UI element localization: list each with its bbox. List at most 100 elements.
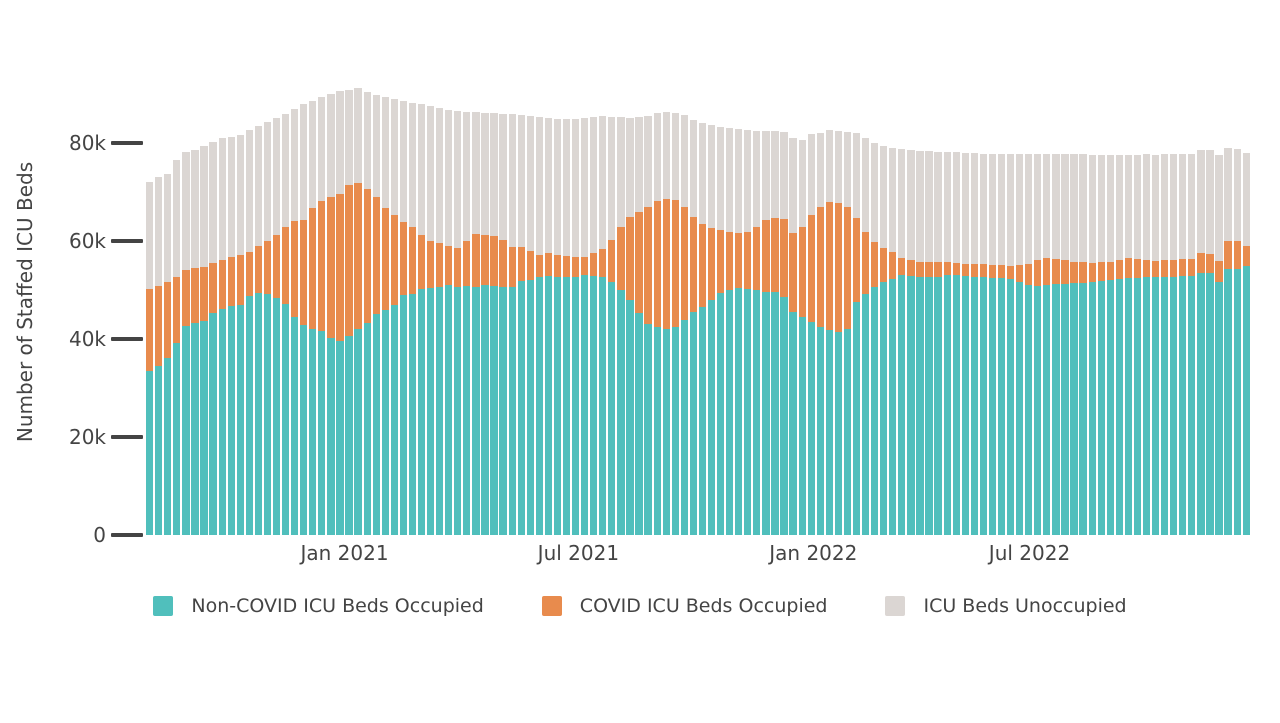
bar-segment-non-covid-icu-beds-occupied[interactable] bbox=[436, 286, 444, 535]
bar-week-80[interactable] bbox=[871, 69, 879, 535]
bar-week-47[interactable] bbox=[571, 69, 580, 535]
bar-segment-covid-icu-beds-occupied[interactable] bbox=[218, 259, 226, 310]
bar-week-103[interactable] bbox=[1079, 69, 1087, 535]
bar-segment-covid-icu-beds-occupied[interactable] bbox=[680, 206, 688, 321]
bar-segment-covid-icu-beds-occupied[interactable] bbox=[372, 197, 380, 315]
bar-segment-icu-beds-unoccupied[interactable] bbox=[979, 153, 988, 265]
bar-week-42[interactable] bbox=[526, 69, 534, 535]
bar-segment-non-covid-icu-beds-occupied[interactable] bbox=[798, 316, 806, 535]
bar-segment-non-covid-icu-beds-occupied[interactable] bbox=[526, 279, 534, 535]
bar-segment-covid-icu-beds-occupied[interactable] bbox=[445, 245, 453, 285]
bar-segment-icu-beds-unoccupied[interactable] bbox=[200, 145, 208, 268]
bar-segment-covid-icu-beds-occupied[interactable] bbox=[399, 222, 408, 295]
bar-segment-covid-icu-beds-occupied[interactable] bbox=[454, 248, 462, 287]
bar-segment-non-covid-icu-beds-occupied[interactable] bbox=[590, 276, 598, 535]
bar-segment-non-covid-icu-beds-occupied[interactable] bbox=[363, 322, 371, 535]
bar-week-98[interactable] bbox=[1034, 69, 1042, 535]
bar-segment-non-covid-icu-beds-occupied[interactable] bbox=[671, 326, 679, 535]
bar-segment-non-covid-icu-beds-occupied[interactable] bbox=[164, 357, 172, 535]
bar-segment-covid-icu-beds-occupied[interactable] bbox=[1242, 245, 1250, 266]
bar-segment-non-covid-icu-beds-occupied[interactable] bbox=[1215, 282, 1223, 535]
bar-segment-icu-beds-unoccupied[interactable] bbox=[1052, 153, 1060, 259]
bar-segment-icu-beds-unoccupied[interactable] bbox=[1215, 154, 1223, 261]
bar-segment-non-covid-icu-beds-occupied[interactable] bbox=[1115, 279, 1123, 535]
bar-week-26[interactable] bbox=[381, 69, 389, 535]
bar-week-81[interactable] bbox=[880, 69, 888, 535]
bar-segment-non-covid-icu-beds-occupied[interactable] bbox=[245, 295, 253, 535]
bar-segment-icu-beds-unoccupied[interactable] bbox=[861, 138, 870, 232]
bar-segment-covid-icu-beds-occupied[interactable] bbox=[336, 194, 344, 341]
bar-segment-non-covid-icu-beds-occupied[interactable] bbox=[417, 289, 426, 535]
bar-segment-covid-icu-beds-occupied[interactable] bbox=[943, 262, 951, 276]
bar-segment-icu-beds-unoccupied[interactable] bbox=[1133, 154, 1142, 259]
bar-week-29[interactable] bbox=[408, 69, 417, 535]
bar-segment-covid-icu-beds-occupied[interactable] bbox=[925, 262, 933, 277]
bar-segment-covid-icu-beds-occupied[interactable] bbox=[825, 201, 833, 330]
bar-segment-covid-icu-beds-occupied[interactable] bbox=[1206, 253, 1214, 273]
bar-week-86[interactable] bbox=[925, 69, 933, 535]
bar-segment-icu-beds-unoccupied[interactable] bbox=[961, 153, 969, 265]
bar-segment-covid-icu-beds-occupied[interactable] bbox=[164, 282, 172, 358]
bar-segment-non-covid-icu-beds-occupied[interactable] bbox=[716, 293, 725, 535]
bar-week-66[interactable] bbox=[744, 69, 752, 535]
bar-segment-non-covid-icu-beds-occupied[interactable] bbox=[1151, 277, 1160, 535]
bar-segment-icu-beds-unoccupied[interactable] bbox=[617, 117, 625, 227]
bar-segment-covid-icu-beds-occupied[interactable] bbox=[508, 247, 516, 288]
bar-segment-non-covid-icu-beds-occupied[interactable] bbox=[753, 290, 761, 535]
bar-segment-covid-icu-beds-occupied[interactable] bbox=[281, 226, 290, 305]
bar-week-87[interactable] bbox=[934, 69, 942, 535]
bar-segment-non-covid-icu-beds-occupied[interactable] bbox=[1070, 283, 1078, 535]
bar-week-102[interactable] bbox=[1070, 69, 1078, 535]
bar-week-31[interactable] bbox=[426, 69, 435, 535]
bar-segment-non-covid-icu-beds-occupied[interactable] bbox=[997, 278, 1006, 535]
bar-segment-non-covid-icu-beds-occupied[interactable] bbox=[272, 297, 281, 535]
bar-segment-icu-beds-unoccupied[interactable] bbox=[1043, 153, 1051, 259]
bar-segment-icu-beds-unoccupied[interactable] bbox=[698, 123, 707, 224]
bar-segment-covid-icu-beds-occupied[interactable] bbox=[1034, 259, 1042, 286]
bar-segment-covid-icu-beds-occupied[interactable] bbox=[916, 261, 924, 277]
bar-segment-non-covid-icu-beds-occupied[interactable] bbox=[372, 314, 380, 535]
bar-segment-covid-icu-beds-occupied[interactable] bbox=[1016, 265, 1024, 283]
bar-segment-icu-beds-unoccupied[interactable] bbox=[880, 145, 888, 248]
bar-segment-covid-icu-beds-occupied[interactable] bbox=[662, 198, 670, 329]
bar-week-92[interactable] bbox=[979, 69, 988, 535]
bar-segment-icu-beds-unoccupied[interactable] bbox=[263, 121, 272, 241]
bar-segment-covid-icu-beds-occupied[interactable] bbox=[934, 261, 942, 277]
bar-segment-icu-beds-unoccupied[interactable] bbox=[1242, 153, 1250, 246]
bar-week-15[interactable] bbox=[281, 69, 290, 535]
bar-segment-covid-icu-beds-occupied[interactable] bbox=[1106, 261, 1114, 281]
bar-segment-covid-icu-beds-occupied[interactable] bbox=[363, 189, 371, 323]
bar-segment-covid-icu-beds-occupied[interactable] bbox=[816, 206, 824, 327]
bar-segment-covid-icu-beds-occupied[interactable] bbox=[526, 250, 534, 280]
bar-segment-covid-icu-beds-occupied[interactable] bbox=[608, 240, 616, 282]
bar-segment-icu-beds-unoccupied[interactable] bbox=[590, 116, 598, 254]
bar-segment-icu-beds-unoccupied[interactable] bbox=[327, 93, 335, 198]
bar-segment-covid-icu-beds-occupied[interactable] bbox=[1088, 263, 1096, 282]
bar-segment-icu-beds-unoccupied[interactable] bbox=[798, 140, 806, 227]
bar-segment-covid-icu-beds-occupied[interactable] bbox=[481, 235, 489, 285]
bar-week-70[interactable] bbox=[780, 69, 788, 535]
bar-segment-icu-beds-unoccupied[interactable] bbox=[146, 182, 154, 290]
bar-segment-non-covid-icu-beds-occupied[interactable] bbox=[182, 326, 190, 535]
bar-segment-non-covid-icu-beds-occupied[interactable] bbox=[825, 329, 833, 535]
bar-segment-covid-icu-beds-occupied[interactable] bbox=[635, 211, 643, 314]
bar-segment-non-covid-icu-beds-occupied[interactable] bbox=[209, 313, 217, 535]
bar-segment-icu-beds-unoccupied[interactable] bbox=[707, 124, 716, 229]
bar-week-55[interactable] bbox=[644, 69, 652, 535]
bar-segment-non-covid-icu-beds-occupied[interactable] bbox=[155, 366, 163, 535]
bar-segment-covid-icu-beds-occupied[interactable] bbox=[236, 255, 244, 306]
bar-segment-covid-icu-beds-occupied[interactable] bbox=[780, 218, 788, 297]
bar-segment-covid-icu-beds-occupied[interactable] bbox=[300, 219, 308, 325]
bar-week-106[interactable] bbox=[1106, 69, 1114, 535]
bar-segment-covid-icu-beds-occupied[interactable] bbox=[436, 243, 444, 287]
bar-segment-covid-icu-beds-occupied[interactable] bbox=[544, 253, 553, 276]
bar-segment-covid-icu-beds-occupied[interactable] bbox=[807, 215, 815, 322]
bar-segment-non-covid-icu-beds-occupied[interactable] bbox=[871, 286, 879, 535]
bar-segment-non-covid-icu-beds-occupied[interactable] bbox=[490, 285, 498, 535]
bar-week-12[interactable] bbox=[254, 69, 263, 535]
bar-week-57[interactable] bbox=[662, 69, 670, 535]
bar-segment-non-covid-icu-beds-occupied[interactable] bbox=[771, 291, 779, 535]
bar-segment-covid-icu-beds-occupied[interactable] bbox=[590, 253, 598, 277]
bar-segment-covid-icu-beds-occupied[interactable] bbox=[997, 265, 1006, 279]
bar-segment-icu-beds-unoccupied[interactable] bbox=[780, 131, 788, 219]
